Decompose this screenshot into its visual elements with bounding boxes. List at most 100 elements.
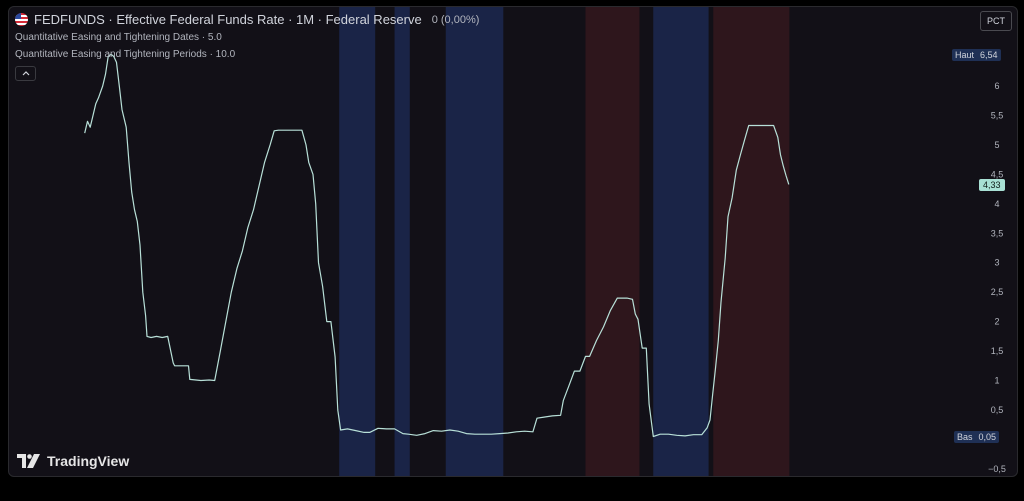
data-point — [394, 428, 395, 429]
data-point — [137, 221, 138, 222]
last-price-tag: 4,33 — [979, 179, 1005, 191]
period-bands — [339, 7, 790, 476]
low-value: 0,05 — [978, 432, 997, 442]
data-point — [425, 433, 426, 434]
data-point — [402, 433, 403, 434]
data-point — [126, 127, 127, 128]
high-label: Haut — [955, 50, 975, 60]
data-point — [326, 321, 327, 322]
logo-text: TradingView — [47, 453, 130, 469]
data-point — [364, 432, 365, 433]
data-point — [236, 268, 237, 269]
data-point — [642, 348, 643, 349]
data-point — [552, 415, 553, 416]
data-point — [585, 356, 586, 357]
data-point — [532, 431, 533, 432]
data-point — [676, 435, 677, 436]
data-point — [748, 125, 749, 126]
data-point — [189, 379, 190, 380]
data-point — [98, 97, 99, 98]
data-point — [783, 166, 784, 167]
percent-scale-button[interactable]: PCT — [980, 11, 1012, 31]
data-point — [483, 434, 484, 435]
low-price-tag: Bas 0,05 — [954, 431, 1000, 443]
legend-indicator-dates[interactable]: Quantitative Easing and Tightening Dates… — [15, 32, 222, 43]
data-point — [188, 365, 189, 366]
data-point — [727, 216, 728, 217]
data-point — [709, 420, 710, 421]
y-tick-label: 4,5 — [991, 169, 1004, 179]
y-tick-label: 5 — [994, 140, 999, 150]
qe-band-0 — [339, 7, 376, 476]
data-point — [128, 162, 129, 163]
data-point — [632, 299, 633, 300]
chart-canvas[interactable]: 2000200220042006200820102012201420162018… — [9, 7, 1017, 476]
data-point — [122, 109, 123, 110]
data-point — [315, 203, 316, 204]
y-tick-label: 1,5 — [991, 346, 1004, 356]
data-point — [617, 298, 618, 299]
y-tick-label: −0,5 — [988, 464, 1006, 474]
data-point — [718, 340, 719, 341]
data-point — [646, 348, 647, 349]
data-point — [621, 298, 622, 299]
data-point — [146, 336, 147, 337]
legend-indicator-periods[interactable]: Quantitative Easing and Tightening Perio… — [15, 49, 236, 60]
data-point — [458, 431, 459, 432]
data-point — [740, 154, 741, 155]
data-point — [231, 292, 232, 293]
data-point — [701, 434, 702, 435]
data-point — [90, 127, 91, 128]
data-point — [560, 415, 561, 416]
data-point — [142, 292, 143, 293]
data-point — [225, 321, 226, 322]
data-point — [156, 336, 157, 337]
data-point — [416, 435, 417, 436]
legend-collapse-button[interactable] — [15, 66, 36, 81]
data-point — [87, 121, 88, 122]
data-point — [312, 174, 313, 175]
data-point — [102, 86, 103, 87]
data-point — [308, 162, 309, 163]
data-point — [322, 286, 323, 287]
data-point — [649, 404, 650, 405]
data-point — [167, 336, 168, 337]
data-point — [200, 380, 201, 381]
data-point — [278, 130, 279, 131]
data-point — [707, 427, 708, 428]
data-point — [610, 310, 611, 311]
data-point — [340, 430, 341, 431]
data-point — [377, 428, 378, 429]
data-point — [441, 431, 442, 432]
data-point — [653, 436, 654, 437]
data-point — [335, 356, 336, 357]
data-point — [568, 385, 569, 386]
data-point — [116, 62, 117, 63]
data-point — [780, 154, 781, 155]
chart-frame: 2000200220042006200820102012201420162018… — [8, 6, 1018, 477]
y-axis: −0,5 0,5 1 1,5 2 2,5 3 3,5 4 4,5 5 5,5 6 — [988, 81, 1006, 474]
data-point — [693, 434, 694, 435]
data-point — [214, 380, 215, 381]
data-point — [93, 115, 94, 116]
data-point — [466, 433, 467, 434]
data-point — [516, 431, 517, 432]
data-point — [242, 250, 243, 251]
data-point — [773, 125, 774, 126]
data-point — [721, 302, 722, 303]
low-label: Bas — [957, 432, 973, 442]
chevron-up-icon — [22, 71, 29, 76]
data-point — [174, 365, 175, 366]
qe-band-4 — [653, 7, 709, 476]
qt-band-3 — [585, 7, 640, 476]
data-point — [220, 351, 221, 352]
data-point — [765, 125, 766, 126]
legend-title-row[interactable]: FEDFUNDS · Effective Federal Funds Rate … — [15, 12, 479, 27]
qe-band-2 — [445, 7, 504, 476]
data-point — [286, 130, 287, 131]
data-point — [777, 137, 778, 138]
tradingview-logo[interactable]: TradingView — [17, 453, 129, 469]
high-price-tag: Haut 6,54 — [952, 49, 1001, 61]
y-tick-label: 3 — [994, 258, 999, 268]
data-point — [84, 133, 85, 134]
